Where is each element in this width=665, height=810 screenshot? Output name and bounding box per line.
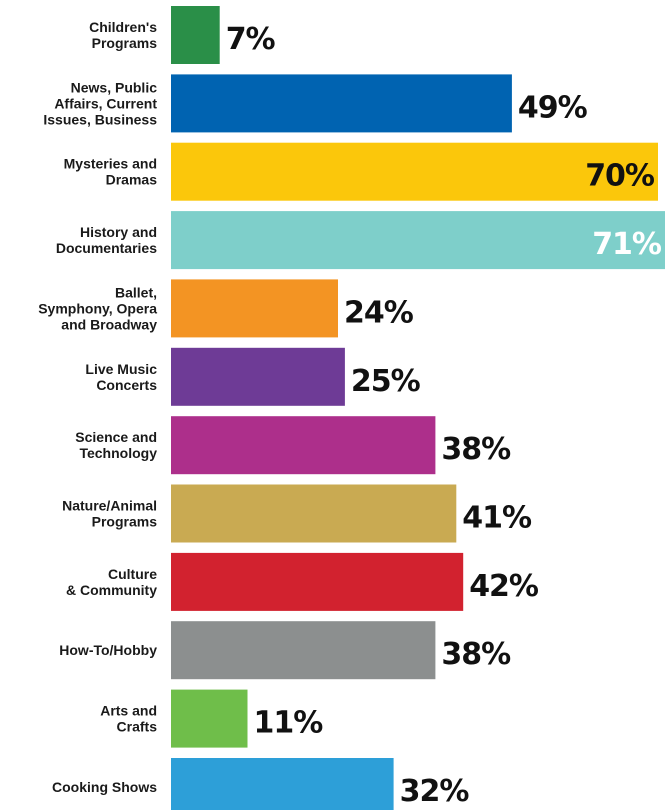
category-label-line: Symphony, Opera — [38, 300, 157, 316]
category-label-10: Arts and Crafts — [100, 703, 157, 735]
value-label-4: 24% — [344, 295, 414, 330]
category-label-line: Culture — [108, 566, 157, 582]
category-label-4: Ballet, Symphony, Opera and Broadway — [38, 284, 157, 332]
category-label-line: Documentaries — [56, 240, 157, 256]
category-label-7: Nature/Animal Programs — [62, 498, 157, 530]
bar-9 — [171, 621, 436, 680]
value-label-3: 71% — [592, 227, 662, 262]
category-label-11: Cooking Shows — [52, 779, 157, 795]
bars-group — [171, 6, 665, 810]
category-label-3: History and Documentaries — [56, 224, 157, 256]
value-labels-group: 7% 49% 70% 71% 24% 25% 38% 41% 42% 38% 11% 32% — [226, 22, 663, 809]
value-label-10: 11% — [254, 706, 324, 741]
category-label-line: Programs — [92, 35, 158, 51]
bar-7 — [171, 484, 457, 543]
category-label-2: Mysteries and Dramas — [64, 156, 158, 188]
category-label-line: How-To/Hobby — [59, 642, 157, 658]
category-label-1: News, Public Affairs, Current Issues, Busi… — [43, 79, 157, 127]
category-label-line: Children's — [89, 19, 157, 35]
category-label-line: Mysteries and — [64, 156, 157, 172]
bar-11 — [171, 758, 394, 810]
value-label-8: 42% — [469, 569, 539, 604]
value-label-9: 38% — [441, 637, 511, 672]
category-label-8: Culture & Community — [66, 566, 157, 598]
value-label-0: 7% — [226, 22, 276, 57]
value-label-1: 49% — [518, 90, 588, 125]
bar-10 — [171, 689, 248, 748]
category-label-line: Live Music — [85, 361, 157, 377]
value-label-7: 41% — [462, 501, 532, 536]
category-label-line: Dramas — [106, 172, 158, 188]
value-label-5: 25% — [351, 364, 421, 399]
category-label-5: Live Music Concerts — [85, 361, 157, 393]
category-label-line: Issues, Business — [43, 111, 157, 127]
category-label-line: Programs — [92, 514, 158, 530]
bar-0 — [171, 6, 220, 64]
category-label-line: Cooking Shows — [52, 779, 157, 795]
category-label-line: Technology — [79, 445, 157, 461]
category-label-line: Nature/Animal — [62, 498, 157, 514]
bar-2 — [171, 142, 658, 201]
category-label-line: Arts and — [100, 703, 157, 719]
category-label-0: Children's Programs — [89, 19, 157, 51]
category-label-6: Science and Technology — [75, 429, 157, 461]
category-label-line: and Broadway — [61, 316, 157, 332]
value-label-6: 38% — [441, 432, 511, 467]
category-label-line: History and — [80, 224, 157, 240]
value-label-2: 70% — [585, 159, 655, 194]
category-label-line: Affairs, Current — [54, 95, 157, 111]
bar-6 — [171, 416, 436, 475]
bar-8 — [171, 552, 464, 611]
bar-1 — [171, 74, 512, 133]
category-label-line: & Community — [66, 582, 157, 598]
category-label-line: Science and — [75, 429, 157, 445]
category-label-line: Crafts — [117, 719, 158, 735]
value-label-11: 32% — [400, 774, 470, 809]
bar-3 — [171, 211, 665, 270]
bar-4 — [171, 279, 338, 338]
category-label-line: Concerts — [96, 377, 157, 393]
category-label-9: How-To/Hobby — [59, 642, 157, 658]
category-label-line: Ballet, — [115, 284, 157, 300]
category-label-line: News, Public — [71, 79, 158, 95]
bar-5 — [171, 347, 345, 406]
